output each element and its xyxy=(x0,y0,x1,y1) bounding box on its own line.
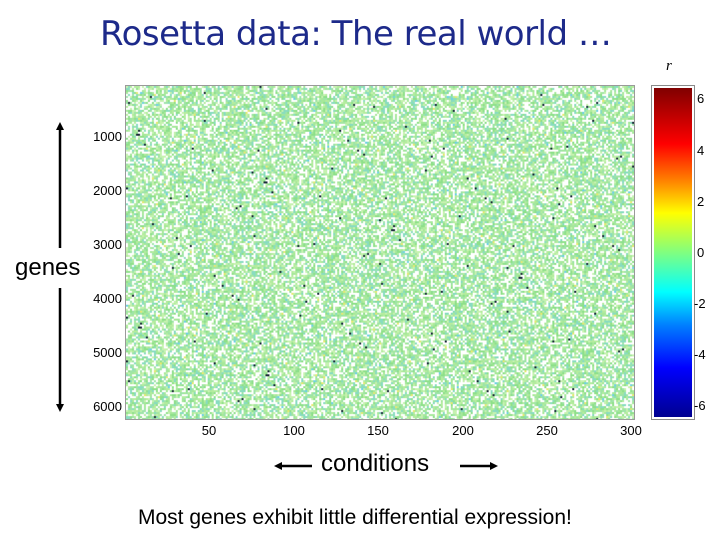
y-tick-label: 3000 xyxy=(93,237,122,252)
colorbar-tick-label: 2 xyxy=(697,194,705,209)
colorbar-tick-label: 4 xyxy=(697,143,705,158)
x-tick-label: 50 xyxy=(201,423,217,438)
x-tick-label: 150 xyxy=(367,423,389,438)
colorbar-tick-label: 6 xyxy=(697,91,705,106)
x-tick-label: 200 xyxy=(452,423,474,438)
y-tick-label: 5000 xyxy=(93,345,122,360)
colorbar-gradient xyxy=(654,88,692,417)
colorbar xyxy=(651,85,695,420)
colorbar-tick-label: -4 xyxy=(694,347,706,362)
colorbar-tick-label: -6 xyxy=(694,398,706,413)
x-tick-label: 100 xyxy=(283,423,305,438)
y-tick-label: 4000 xyxy=(93,291,122,306)
genes-label: genes xyxy=(15,254,81,281)
colorbar-tick-label: -2 xyxy=(694,296,706,311)
colorbar-label: r xyxy=(666,58,672,74)
x-tick-label: 250 xyxy=(536,423,558,438)
x-tick-label: 300 xyxy=(620,423,642,438)
heatmap xyxy=(125,85,635,420)
slide-title: Rosetta data: The real world … xyxy=(100,14,612,54)
conditions-label: conditions xyxy=(321,450,430,477)
colorbar-tick-label: 0 xyxy=(697,245,705,260)
y-tick-label: 1000 xyxy=(93,129,122,144)
caption: Most genes exhibit little differential e… xyxy=(138,506,572,529)
y-tick-label: 6000 xyxy=(93,399,122,414)
y-tick-label: 2000 xyxy=(93,183,122,198)
